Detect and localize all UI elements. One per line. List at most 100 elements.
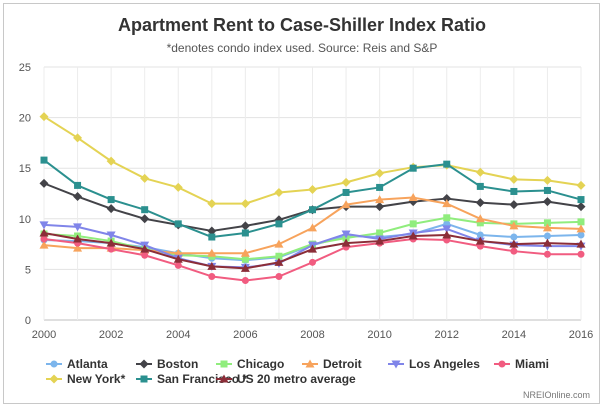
legend-swatch-marker bbox=[140, 375, 148, 383]
data-point bbox=[141, 251, 149, 259]
legend-item[interactable]: Miami bbox=[494, 357, 549, 371]
data-point bbox=[274, 187, 284, 197]
legend-item[interactable]: New York* bbox=[46, 372, 126, 386]
data-point bbox=[408, 193, 418, 202]
data-point bbox=[577, 218, 585, 226]
data-point bbox=[341, 200, 351, 209]
data-point bbox=[543, 186, 551, 194]
y-tick-label: 10 bbox=[19, 214, 31, 226]
x-tick-label: 2016 bbox=[569, 329, 593, 341]
data-point bbox=[207, 199, 217, 209]
data-point bbox=[543, 219, 551, 227]
data-point bbox=[309, 206, 316, 214]
data-point bbox=[275, 272, 283, 280]
data-point bbox=[308, 244, 317, 253]
legend-label: New York* bbox=[67, 372, 126, 386]
y-tick-label: 0 bbox=[25, 315, 31, 327]
data-point bbox=[341, 177, 351, 187]
data-point bbox=[208, 272, 216, 280]
data-point bbox=[375, 195, 385, 204]
series-us-20-metro-average bbox=[39, 228, 586, 272]
legend-item[interactable]: Detroit bbox=[302, 357, 362, 371]
data-point bbox=[140, 214, 150, 224]
data-point bbox=[342, 188, 350, 196]
y-tick-label: 5 bbox=[25, 264, 31, 276]
data-point bbox=[174, 220, 182, 228]
data-point bbox=[308, 223, 317, 232]
legend: Atlanta Boston Chicago Detroit Los Angeles Mi… bbox=[46, 357, 549, 386]
legend-swatch-marker bbox=[220, 360, 228, 368]
data-point bbox=[475, 198, 485, 208]
data-point bbox=[241, 229, 249, 237]
data-point bbox=[140, 173, 150, 183]
data-point bbox=[577, 250, 585, 258]
x-tick-label: 2014 bbox=[502, 329, 526, 341]
data-point bbox=[476, 219, 484, 227]
chart-subtitle: *denotes condo index used. Source: Reis … bbox=[167, 41, 438, 55]
legend-label: US 20 metro average bbox=[237, 372, 356, 386]
data-point bbox=[577, 231, 585, 239]
data-point bbox=[207, 226, 217, 236]
data-point bbox=[73, 243, 83, 252]
data-point bbox=[208, 233, 216, 241]
data-point bbox=[39, 240, 49, 249]
data-point bbox=[509, 221, 519, 230]
legend-item[interactable]: Los Angeles bbox=[388, 357, 480, 371]
data-point bbox=[274, 257, 284, 266]
data-point bbox=[475, 236, 485, 245]
data-point bbox=[576, 239, 586, 248]
data-point bbox=[375, 236, 385, 245]
data-point bbox=[509, 174, 519, 184]
data-point bbox=[107, 245, 115, 253]
legend-swatch-marker bbox=[498, 360, 506, 368]
data-point bbox=[275, 220, 283, 228]
series-san-francisco bbox=[40, 156, 585, 241]
line-chart: Apartment Rent to Case-Shiller Index Rat… bbox=[19, 15, 593, 400]
data-point bbox=[240, 263, 250, 272]
legend-item[interactable]: Chicago bbox=[216, 357, 284, 371]
axis-layer: 0 5 10 15 20 25 2000 2002 2004 2006 2008 2010 2012 20… bbox=[19, 62, 593, 341]
data-point bbox=[542, 197, 552, 207]
data-point bbox=[39, 178, 49, 188]
data-point bbox=[510, 187, 518, 195]
data-point bbox=[509, 200, 519, 210]
data-point bbox=[106, 156, 116, 166]
data-point bbox=[409, 220, 417, 228]
data-point bbox=[510, 247, 518, 255]
data-point bbox=[442, 230, 452, 239]
data-point bbox=[376, 183, 384, 191]
legend-item[interactable]: US 20 metro average bbox=[216, 372, 356, 386]
data-point bbox=[341, 230, 351, 239]
data-point bbox=[207, 248, 217, 257]
data-point bbox=[73, 133, 83, 143]
legend-item[interactable]: Atlanta bbox=[46, 357, 108, 371]
legend-swatch-marker bbox=[49, 374, 59, 384]
legend-label: Detroit bbox=[323, 357, 362, 371]
data-point bbox=[376, 229, 384, 237]
x-tick-label: 2006 bbox=[233, 329, 257, 341]
legend-label: Los Angeles bbox=[409, 357, 480, 371]
legend-label: San Francisco * bbox=[157, 372, 247, 386]
data-point bbox=[173, 254, 183, 263]
data-point bbox=[475, 214, 485, 223]
data-point bbox=[241, 255, 249, 263]
data-point bbox=[275, 252, 283, 260]
data-point bbox=[576, 202, 586, 212]
legend-swatch-marker bbox=[139, 359, 149, 369]
data-point bbox=[40, 235, 48, 243]
data-point bbox=[173, 182, 183, 192]
legend-label: Chicago bbox=[237, 357, 284, 371]
y-tick-label: 20 bbox=[19, 113, 31, 125]
legend-item[interactable]: Boston bbox=[136, 357, 198, 371]
legend-label: Atlanta bbox=[67, 357, 108, 371]
x-tick-label: 2002 bbox=[99, 329, 123, 341]
legend-swatch-marker bbox=[219, 374, 229, 383]
data-point bbox=[443, 214, 451, 222]
y-tick-label: 15 bbox=[19, 163, 31, 175]
data-point bbox=[542, 238, 552, 247]
series-layer bbox=[39, 112, 586, 285]
x-tick-label: 2004 bbox=[166, 329, 190, 341]
data-point bbox=[207, 261, 217, 270]
x-tick-label: 2010 bbox=[367, 329, 391, 341]
data-point bbox=[141, 206, 149, 214]
